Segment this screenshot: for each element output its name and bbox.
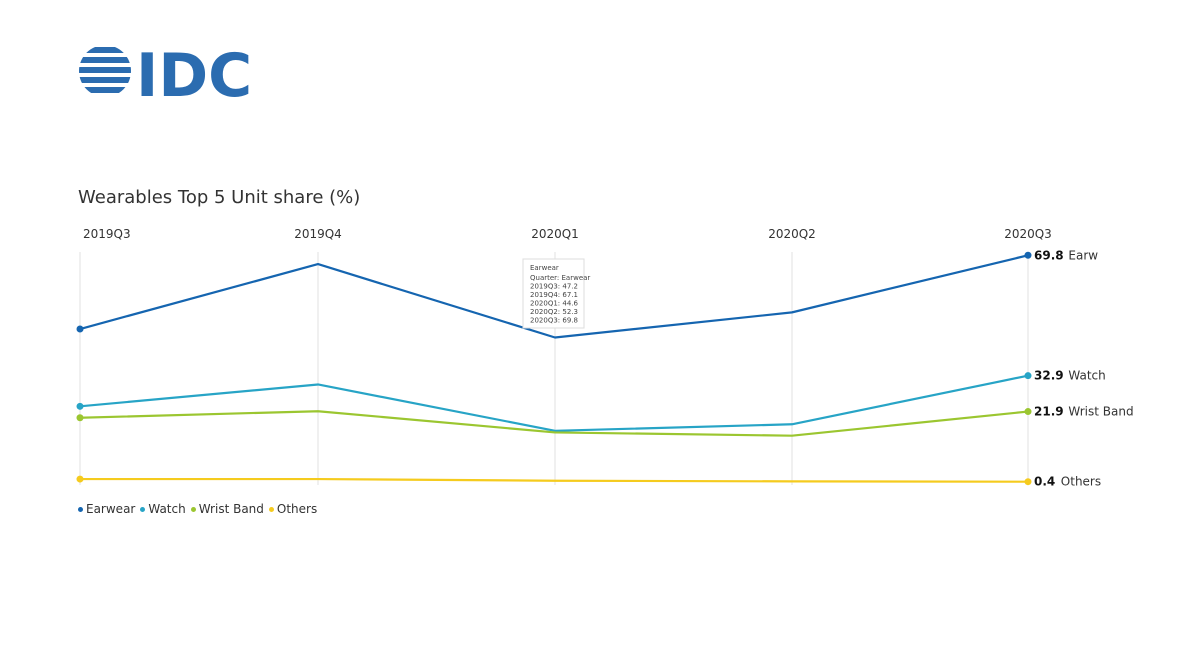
globe-icon [79,47,131,93]
series-line-wrist-band [79,410,1029,437]
end-name-others: Others [1061,475,1101,489]
series-line-watch [79,374,1029,432]
data-point-earwear[interactable] [1024,251,1032,259]
tooltip-line: 2020Q2: 52.3 [530,308,578,316]
tooltip-line: 2019Q4: 67.1 [530,291,578,299]
data-point-wrist-band[interactable] [76,414,84,422]
x-axis-labels: 2019Q3 2019Q4 2020Q1 2020Q2 2020Q3 [83,227,1052,241]
legend-marker [268,506,274,512]
x-tick-label: 2020Q3 [1004,227,1052,241]
tooltip-line: Quarter: Earwear [530,274,590,282]
end-name-wrist-band: Wrist Band [1068,405,1133,419]
idc-logo: IDC [79,44,252,102]
series-lines [76,251,1032,486]
legend-item-wrist-band[interactable]: Wrist Band [190,502,264,516]
x-tick-label: 2020Q2 [768,227,816,241]
legend-marker [78,506,83,512]
data-point-wrist-band[interactable] [1024,408,1032,416]
data-point-others[interactable] [1024,478,1032,486]
chart-title: Wearables Top 5 Unit share (%) [78,187,361,208]
series-line-earwear [79,254,1029,339]
data-point-watch[interactable] [76,402,84,410]
data-point-others[interactable] [76,475,84,483]
legend-marker [140,506,146,512]
legend-label: Others [276,502,318,516]
end-value-others: 0.4 [1034,475,1055,489]
legend-item-others[interactable]: Others [268,502,318,516]
legend: Earwear Watch Wrist Band Others [78,502,317,516]
legend-item-earwear[interactable]: Earwear [78,502,135,516]
end-value-watch: 32.9 [1034,369,1064,383]
tooltip-line: 2020Q3: 69.8 [530,317,578,325]
end-name-earwear: Earw [1068,248,1098,262]
x-tick-label: 2019Q3 [83,227,131,241]
legend-label: Wrist Band [198,502,264,516]
legend-label: Earwear [86,502,136,516]
legend-label: Watch [148,502,186,516]
logo-text: IDC [136,44,252,102]
tooltip-box [522,258,585,329]
end-value-earwear: 69.8 [1034,248,1064,262]
end-name-watch: Watch [1068,369,1105,383]
x-tick-label: 2019Q4 [294,227,342,241]
tooltip-title: Earwear [530,264,559,272]
data-point-watch[interactable] [1024,372,1032,380]
tooltip-line: 2020Q1: 44.6 [530,300,578,308]
end-labels: 69.8 Earw 32.9 Watch 21.9 Wrist Band 0.4 Others [1034,248,1134,488]
data-point-earwear[interactable] [76,325,84,333]
series-line-others [80,477,1029,483]
end-value-wrist-band: 21.9 [1034,405,1064,419]
legend-marker [190,506,196,512]
legend-item-watch[interactable]: Watch [140,502,186,516]
x-tick-label: 2020Q1 [531,227,579,241]
tooltip-line: 2019Q3: 47.2 [530,283,578,291]
